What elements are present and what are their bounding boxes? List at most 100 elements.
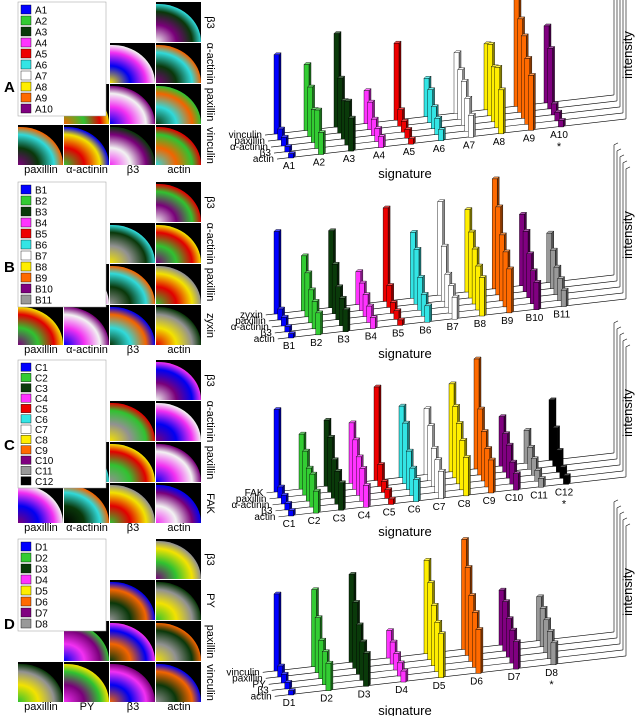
scatter-cloud [110, 44, 156, 83]
legend-label: B9 [35, 274, 48, 285]
bar [393, 308, 402, 320]
group-label: C4 [358, 510, 371, 521]
depth-label: vinculin [229, 130, 262, 141]
bar-side [323, 130, 326, 156]
scatter-cloud [156, 622, 202, 661]
bar-side [480, 626, 484, 674]
z-axis-title: intensity [620, 389, 635, 437]
matrix-y-label: vinculin [204, 664, 216, 701]
bar [487, 457, 496, 494]
depth-label: paxillin [235, 316, 266, 327]
legend-label: C12 [35, 477, 54, 488]
bar-front [384, 489, 390, 499]
bar [478, 275, 487, 317]
scatter-cloud [110, 581, 156, 620]
legend-label: D4 [35, 576, 48, 587]
bar [273, 229, 282, 315]
bar-front [528, 75, 534, 131]
legend-swatch [20, 217, 32, 228]
bar [315, 310, 324, 336]
bar [273, 52, 282, 135]
matrix-x-label: paxillin [24, 701, 58, 713]
bar-front [438, 129, 444, 141]
bar [424, 303, 433, 323]
bar-front [314, 109, 320, 149]
bar-front [531, 458, 537, 476]
bar-front [273, 409, 280, 493]
bar [400, 668, 409, 683]
floor-line [273, 112, 624, 154]
bar [280, 314, 289, 327]
wall-top [622, 160, 628, 164]
legend-swatch [20, 607, 32, 618]
scatter-cloud [110, 443, 156, 482]
bar-side [555, 640, 559, 666]
bar-front [404, 129, 410, 139]
panel-letter: A [4, 79, 15, 96]
bar-front [434, 118, 440, 135]
wall-top [622, 338, 628, 342]
scatter-cloud [156, 443, 202, 482]
legend-swatch [20, 404, 32, 413]
legend-swatch [20, 424, 32, 434]
bar-front [559, 467, 565, 479]
bar-front [551, 103, 557, 116]
legend-label: B4 [35, 219, 48, 230]
legend-box [17, 538, 107, 632]
wall-top [616, 326, 622, 330]
bar-side [456, 294, 460, 320]
depth-label: actin [254, 512, 275, 523]
legend-label: D2 [35, 554, 48, 565]
bar-side [443, 631, 446, 679]
bar-front [281, 317, 287, 327]
group-label: D5 [433, 681, 446, 692]
legend-label: D6 [35, 598, 48, 609]
group-label: B1 [283, 341, 296, 352]
bar-front [273, 231, 280, 315]
bar [387, 496, 396, 505]
bar-front [363, 485, 369, 508]
scatter-cloud [110, 663, 156, 702]
group-label: B4 [365, 332, 378, 343]
bar-front [288, 153, 294, 159]
bar-front [488, 459, 494, 494]
legend-label: C11 [35, 467, 53, 478]
depth-label: β3 [260, 148, 272, 159]
bar-front [463, 457, 469, 497]
legend-swatch [20, 26, 32, 37]
matrix-y-label: α-actinin [204, 43, 216, 85]
scatter-cloud [64, 663, 110, 702]
bar-front [377, 464, 383, 487]
bar-front [556, 450, 562, 473]
group-label: C10 [505, 493, 524, 504]
bar-front [438, 633, 444, 678]
bar-front [397, 109, 403, 127]
legend-swatch [20, 184, 32, 195]
legend-swatch [20, 445, 32, 455]
bar-front [284, 682, 290, 690]
group-label: C2 [308, 516, 321, 527]
bar-front [288, 690, 294, 696]
legend-box [17, 359, 107, 489]
group-label: D2 [320, 694, 333, 705]
bar-front [281, 136, 287, 147]
bar-front [468, 115, 474, 138]
scatter-cloud [110, 622, 156, 661]
bar-front [315, 312, 321, 336]
legend-swatch [20, 414, 32, 424]
legend-swatch [20, 15, 32, 26]
bar [412, 477, 421, 503]
x-axis-title: signature [378, 166, 431, 181]
bar-front [408, 138, 414, 145]
panel-letter: B [4, 259, 15, 276]
legend-label: B7 [35, 252, 48, 263]
legend-label: A1 [35, 6, 48, 17]
bar-side [429, 303, 432, 323]
bar [277, 663, 286, 678]
legend-label: B10 [35, 285, 53, 296]
group-label: D3 [358, 689, 371, 700]
depth-label: actin [251, 691, 272, 702]
legend-label: B2 [35, 197, 48, 208]
legend-swatch [20, 541, 32, 552]
bar-front [382, 207, 389, 302]
